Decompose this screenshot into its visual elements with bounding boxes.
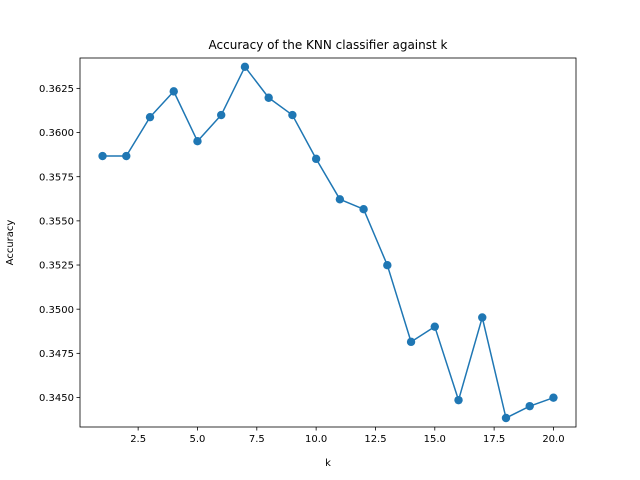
data-point [98,151,107,161]
data-point [454,395,463,405]
data-point [311,154,321,164]
x-tick-label: 5.0 [190,434,206,445]
data-point [501,413,511,423]
data-point [406,337,416,347]
data-point [383,260,392,270]
y-tick-label: 0.3525 [39,261,74,272]
data-point [335,195,345,204]
y-tick-label: 0.3500 [39,305,74,316]
data-point [478,313,487,322]
data-point [549,393,558,402]
chart-title: Accuracy of the KNN classifier against k [209,38,448,52]
x-tick-label: 7.5 [249,434,265,445]
data-point [359,205,368,214]
y-tick-label: 0.3600 [39,128,74,139]
data-point [264,93,273,102]
y-tick-label: 0.3575 [39,172,74,183]
series-line [102,66,554,419]
data-point [193,136,202,146]
y-tick-label: 0.3475 [39,349,74,360]
series-layer [98,62,558,423]
x-tick-label: 10.0 [305,434,327,445]
data-point [240,62,250,72]
data-point [217,110,226,120]
y-tick-label: 0.3550 [39,216,74,227]
x-tick-label: 2.5 [130,434,146,445]
y-axis-label: Accuracy [5,220,16,266]
x-tick-label: 17.5 [483,434,505,445]
x-axis-label: k [325,458,331,469]
data-point [145,112,155,122]
plot-frame [79,57,577,428]
data-point [169,87,178,96]
y-axis-ticks: 0.3450 0.3475 0.3500 0.3525 0.3550 0.3575 0.36… [39,84,80,404]
x-tick-label: 20.0 [542,434,564,445]
data-point [288,110,297,120]
y-tick-label: 0.3450 [39,393,74,404]
y-tick-label: 0.3625 [39,84,74,95]
x-axis-ticks: 2.5 5.0 7.5 10.0 12.5 15.0 17.5 20.0 [130,427,565,445]
data-point [122,151,131,161]
data-point [430,322,439,331]
x-tick-label: 12.5 [364,434,386,445]
data-point [525,401,534,411]
x-tick-label: 15.0 [424,434,446,445]
